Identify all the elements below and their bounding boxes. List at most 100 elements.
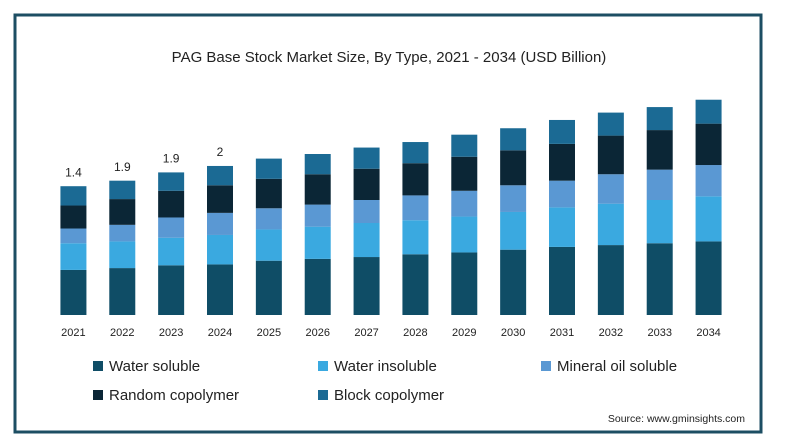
bar-segment — [304, 226, 331, 259]
bar-segment — [255, 260, 282, 315]
bar-segment — [451, 216, 478, 253]
bar-segment — [304, 154, 331, 175]
total-label: 2 — [217, 145, 224, 159]
bar-segment — [451, 134, 478, 157]
bar-segment — [158, 172, 185, 191]
bar-segment — [158, 217, 185, 238]
bar-segment — [500, 185, 527, 212]
bar-segment — [60, 228, 87, 244]
x-tick-label: 2030 — [501, 327, 525, 339]
legend-label: Water soluble — [109, 358, 200, 375]
x-tick-label: 2024 — [208, 327, 232, 339]
total-label: 1.9 — [114, 160, 131, 174]
bar-segment — [353, 200, 380, 223]
bar-segment — [402, 254, 429, 315]
x-tick-label: 2027 — [354, 327, 378, 339]
bar-segment — [207, 212, 233, 235]
frame — [13, 13, 763, 434]
bar-segment — [646, 107, 673, 131]
bar-segment — [60, 243, 87, 270]
bar-segment — [646, 200, 673, 244]
bar-segment — [304, 174, 331, 205]
bar-segment — [158, 190, 185, 218]
bar-segment — [549, 246, 575, 315]
bar-segment — [597, 135, 624, 175]
x-tick-label: 2033 — [647, 327, 671, 339]
bar-segment — [402, 195, 429, 221]
bar-segment — [255, 208, 282, 230]
x-tick-label: 2029 — [452, 327, 476, 339]
bar-segment — [549, 180, 575, 208]
bar-segment — [207, 234, 233, 265]
x-tick-label: 2021 — [61, 327, 85, 339]
legend-swatch — [541, 361, 551, 371]
bar-segment — [304, 204, 331, 227]
bar-segment — [109, 199, 136, 225]
legend-swatch — [318, 390, 328, 400]
bar-segment — [597, 203, 624, 246]
legend-label: Random copolymer — [109, 387, 239, 404]
bar-segment — [255, 229, 282, 261]
bar-segment — [500, 128, 527, 151]
bar-segment — [109, 241, 136, 269]
bar-segment — [695, 123, 722, 166]
legend-label: Mineral oil soluble — [557, 358, 677, 375]
legend-label: Water insoluble — [334, 358, 437, 375]
bar-segment — [597, 112, 624, 136]
bar-segment — [304, 258, 331, 315]
bar-segment — [109, 224, 136, 242]
bar-segment — [255, 158, 282, 179]
bar-segment — [353, 223, 380, 258]
bar-segment — [500, 249, 527, 315]
bar-segment — [549, 207, 575, 247]
bar-segment — [60, 269, 87, 315]
bar-segment — [549, 119, 575, 144]
bar-segment — [451, 156, 478, 191]
x-tick-label: 2034 — [696, 327, 720, 339]
bar-segment — [597, 245, 624, 315]
legend-swatch — [93, 390, 103, 400]
legend-label: Block copolymer — [334, 387, 444, 404]
bar-segment — [207, 185, 233, 213]
bar-segment — [695, 196, 722, 242]
bar-segment — [207, 165, 233, 186]
x-tick-label: 2026 — [305, 327, 329, 339]
bar-segment — [695, 99, 722, 124]
source: Source: www.gminsights.com — [608, 413, 745, 425]
bar-segment — [549, 143, 575, 181]
bar-segment — [402, 220, 429, 255]
legend-swatch — [93, 361, 103, 371]
bar-segment — [158, 237, 185, 266]
x-tick-label: 2023 — [159, 327, 183, 339]
bar-segment — [60, 186, 87, 206]
bar-segment — [109, 180, 136, 200]
bar-segment — [451, 252, 478, 315]
bar-segment — [353, 168, 380, 200]
bar-segment — [402, 142, 429, 164]
bar-segment — [255, 178, 282, 209]
total-label: 1.4 — [65, 165, 82, 179]
bar-segment — [500, 150, 527, 186]
bar-segment — [60, 205, 87, 229]
x-tick-label: 2022 — [110, 327, 134, 339]
bar-segment — [597, 174, 624, 204]
x-tick-label: 2028 — [403, 327, 427, 339]
bar-segment — [353, 257, 380, 315]
x-tick-label: 2032 — [599, 327, 623, 339]
bar-segment — [646, 243, 673, 315]
chart-title: PAG Base Stock Market Size, By Type, 202… — [172, 49, 607, 66]
x-tick-label: 2031 — [550, 327, 574, 339]
bar-segment — [500, 211, 527, 250]
bar-segment — [695, 241, 722, 315]
total-label: 1.9 — [163, 152, 180, 166]
bar-segment — [109, 268, 136, 315]
x-tick-label: 2025 — [257, 327, 281, 339]
bar-segment — [646, 130, 673, 170]
legend-swatch — [318, 361, 328, 371]
bar-segment — [695, 165, 722, 197]
bar-segment — [158, 265, 185, 315]
bar-segment — [353, 147, 380, 169]
bar-segment — [451, 190, 478, 217]
bar-segment — [402, 163, 429, 196]
